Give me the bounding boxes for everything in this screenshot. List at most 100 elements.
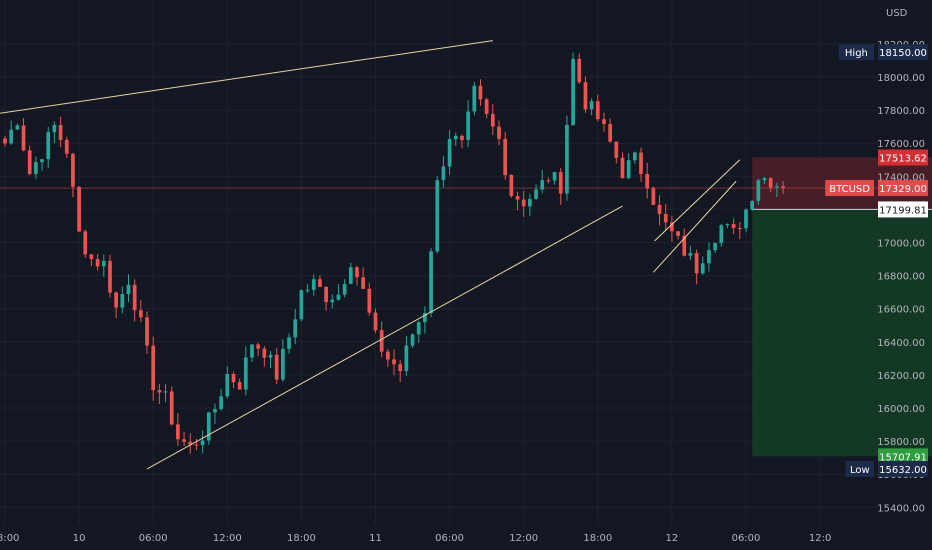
candle-body xyxy=(528,198,532,207)
entry-badge-bg xyxy=(878,201,928,218)
candle-body xyxy=(176,424,180,440)
candle-body xyxy=(71,153,75,187)
candle-body xyxy=(398,364,403,372)
candle-body xyxy=(694,253,699,274)
candle-body xyxy=(348,267,353,284)
candle-body xyxy=(281,348,285,380)
high-badge: 18150.00 xyxy=(879,48,927,59)
candle-body xyxy=(237,382,242,390)
low-badge-tag: Low xyxy=(850,465,870,476)
low-badge-tag-bg xyxy=(845,460,874,477)
y-tick-label: 17400.00 xyxy=(877,172,925,183)
candle-body xyxy=(781,186,785,188)
candle-body xyxy=(206,412,211,441)
y-tick-label: 15400.00 xyxy=(877,503,925,514)
candle-body xyxy=(768,178,773,188)
candle-body xyxy=(27,150,32,175)
y-axis: 18200.0018000.0017800.0017600.0017400.00… xyxy=(877,40,925,514)
candle-body xyxy=(583,82,588,110)
target-badge: 15707.91 xyxy=(879,452,927,463)
candle-body xyxy=(108,260,112,293)
candle-body xyxy=(367,288,372,313)
candle-body xyxy=(509,175,514,197)
candle-body xyxy=(392,359,396,365)
candle-body xyxy=(231,374,236,383)
candle-body xyxy=(762,178,767,181)
candle-body xyxy=(552,172,557,181)
candle-body xyxy=(558,172,563,194)
candle-body xyxy=(138,310,143,318)
trendline[interactable] xyxy=(653,180,737,273)
candle-body xyxy=(256,344,261,349)
candle-body xyxy=(731,224,736,228)
candle-body xyxy=(58,125,63,140)
candle-body xyxy=(466,111,470,140)
high-badge-tag: High xyxy=(845,48,868,59)
candle-body xyxy=(225,374,230,397)
entry-badge: 17199.81 xyxy=(879,205,927,216)
candle-body xyxy=(361,277,366,289)
candle-body xyxy=(200,440,205,446)
candle-body xyxy=(287,337,291,349)
candle-body xyxy=(268,354,273,358)
candle-body xyxy=(737,227,742,229)
candle-body xyxy=(120,294,125,308)
stop-badge: 17513.62 xyxy=(879,153,927,164)
candle-body xyxy=(379,330,384,352)
trendline[interactable] xyxy=(146,205,623,470)
candle-body xyxy=(670,222,674,232)
candle-body xyxy=(274,354,279,380)
candle-body xyxy=(595,101,600,120)
y-tick-label: 16200.00 xyxy=(877,371,925,382)
x-tick-label: 12:00 xyxy=(213,533,242,544)
y-tick-label: 17600.00 xyxy=(877,139,925,150)
candle-body xyxy=(577,58,582,83)
candle-body xyxy=(336,294,341,300)
candle-body xyxy=(114,292,119,308)
candle-body xyxy=(169,391,174,425)
take-profit-zone xyxy=(752,209,932,457)
candle-body xyxy=(213,408,217,413)
candle-body xyxy=(9,129,14,144)
candle-body xyxy=(515,196,520,200)
y-tick-label: 16600.00 xyxy=(877,305,925,316)
candle-body xyxy=(682,235,687,256)
candle-body xyxy=(64,139,69,154)
candle-body xyxy=(756,180,761,202)
candle-body xyxy=(15,125,20,130)
candle-body xyxy=(725,224,730,226)
candle-body xyxy=(77,186,81,232)
candle-body xyxy=(645,173,650,189)
candle-body xyxy=(305,289,310,291)
x-tick-label: 11 xyxy=(369,533,382,544)
candle-body xyxy=(657,204,662,214)
currency-label: USD xyxy=(886,8,908,19)
candle-body xyxy=(163,391,168,393)
x-tick-label: 18:00 xyxy=(287,533,316,544)
y-tick-label: 16000.00 xyxy=(877,404,925,415)
x-tick-label: 06:00 xyxy=(139,533,168,544)
candle-body xyxy=(423,312,427,323)
candle-body xyxy=(318,279,322,287)
candle-body xyxy=(639,152,643,174)
trendline[interactable] xyxy=(0,40,493,114)
candle-body xyxy=(243,357,248,390)
candle-body xyxy=(188,441,193,445)
candle-body xyxy=(330,299,335,303)
y-tick-label: 17000.00 xyxy=(877,239,925,250)
candle-body xyxy=(46,132,51,160)
candle-body xyxy=(52,125,57,133)
candle-body xyxy=(651,188,656,205)
candle-body xyxy=(626,160,631,179)
candle-body xyxy=(299,290,304,320)
y-tick-label: 16800.00 xyxy=(877,272,925,283)
candle-body xyxy=(565,125,569,194)
candle-body xyxy=(342,283,347,295)
candles xyxy=(3,52,785,454)
candle-body xyxy=(632,152,637,161)
trendline[interactable] xyxy=(654,159,741,242)
trendlines[interactable] xyxy=(0,40,741,470)
candle-body xyxy=(676,231,680,236)
candle-body xyxy=(311,279,316,290)
